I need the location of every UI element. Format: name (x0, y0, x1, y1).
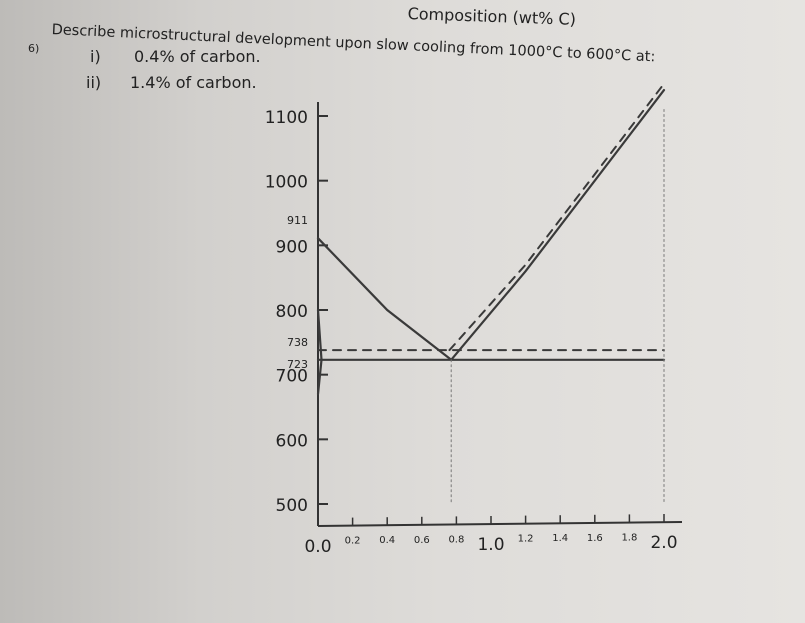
x-tick-label: 1.2 (518, 534, 534, 545)
phase-line-2 (448, 82, 665, 352)
y-tick-label: 900 (276, 237, 308, 257)
chart-labels: 500 600 700 800 900 1000 1100 911 738 723 0.0 0.2 0.… (265, 108, 678, 557)
question-item-number: ii) (86, 73, 102, 92)
x-tick-label: 0.2 (345, 536, 361, 547)
x-tick-label: 1.8 (621, 532, 637, 543)
y-mark-label: 738 (287, 336, 308, 349)
x-tick-label: 1.4 (552, 533, 568, 544)
x-tick-label: 1.0 (477, 535, 504, 555)
y-mark-label: 911 (287, 214, 308, 227)
chart-ticks (317, 115, 665, 526)
x-tick-label: 1.6 (587, 533, 603, 544)
x-tick-label: 0.8 (448, 534, 464, 545)
y-mark-label: 723 (287, 358, 308, 371)
question-item-number: i) (90, 47, 101, 66)
x-tick-label: 0.0 (304, 537, 331, 557)
question-item-1: i) 0.4% of carbon. (90, 47, 261, 66)
phase-line-0 (316, 237, 453, 361)
chart-lines (316, 82, 666, 505)
question-number: 6) (28, 42, 40, 55)
chart-axes (317, 102, 683, 527)
y-tick-label: 1100 (265, 108, 308, 128)
y-tick-label: 600 (276, 431, 308, 451)
x-tick-label: 0.6 (414, 535, 430, 546)
y-tick-label: 800 (276, 302, 308, 322)
x-tick-label: 2.0 (650, 533, 677, 553)
phase-line-1 (450, 89, 666, 361)
question-item-label: 1.4% of carbon. (130, 73, 257, 92)
question-item-label: 0.4% of carbon. (134, 47, 261, 66)
x-axis-line (317, 521, 683, 527)
question-item-2: ii) 1.4% of carbon. (86, 73, 257, 92)
y-tick-label: 1000 (265, 173, 308, 193)
y-tick-label: 500 (276, 496, 308, 516)
phase-line-5 (316, 308, 323, 396)
y-tick-label: 700 (276, 367, 308, 387)
x-tick-label: 0.4 (379, 535, 395, 546)
